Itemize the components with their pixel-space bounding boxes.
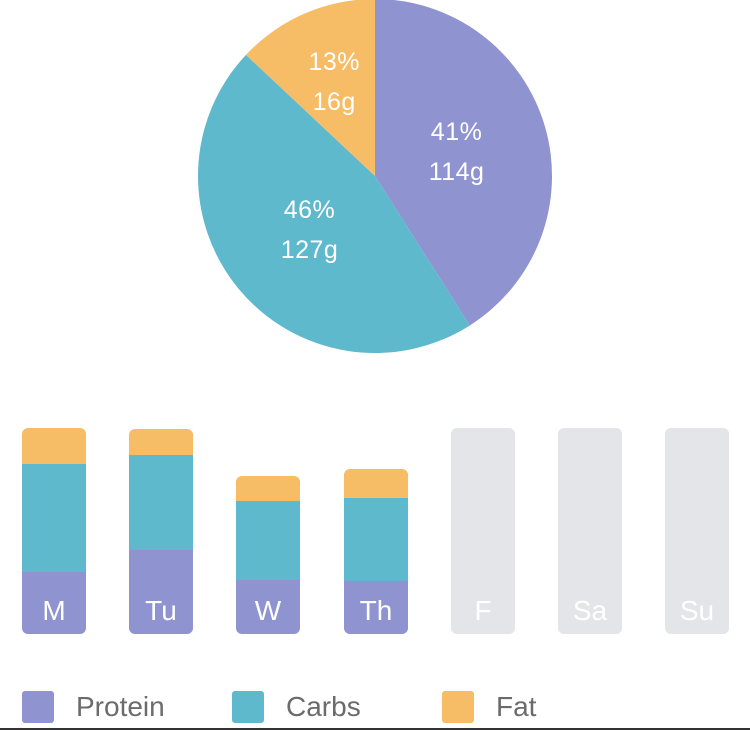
bar-segment-protein (236, 580, 300, 634)
day-bar-sa[interactable]: Sa (558, 428, 622, 634)
bar-day-label: W (254, 595, 282, 626)
bar-segment-protein (129, 550, 193, 634)
legend-swatch-protein (22, 691, 54, 723)
legend-item-protein: Protein (22, 691, 165, 723)
day-bar-tu[interactable]: Tu (129, 429, 193, 634)
pie-slice-fat (245, 0, 375, 176)
bar-day-label: Su (679, 595, 715, 626)
pie-label-percent: 13% (308, 47, 360, 76)
day-bar-th[interactable]: Th (344, 469, 408, 634)
pie-label-percent: 41% (430, 118, 483, 147)
bar-segment-fat (129, 429, 193, 455)
day-bar-w[interactable]: W (236, 476, 300, 634)
macro-pie-chart (198, 0, 552, 353)
legend-label-protein: Protein (76, 691, 165, 722)
bar-segment-fat (344, 469, 408, 498)
day-bar-f[interactable]: F (451, 428, 515, 634)
pie-slice-protein (375, 0, 552, 326)
pie-slice-carbs (198, 54, 470, 353)
day-bar-su[interactable]: Su (665, 428, 729, 634)
bar-segment-protein (22, 572, 86, 634)
bar-day-label: Th (359, 595, 393, 626)
bar-segment-fat (236, 476, 300, 501)
pie-label-grams: 127g (280, 236, 339, 265)
pie-label-grams: 114g (428, 158, 485, 187)
legend-swatch-fat (442, 691, 474, 723)
bar-segment-carbs (22, 464, 86, 572)
bar-segment-carbs (344, 498, 408, 581)
bar-segment-carbs (236, 501, 300, 580)
day-bar-m[interactable]: M (22, 428, 86, 634)
bar-segment-fat (22, 428, 86, 464)
legend-label-carbs: Carbs (286, 691, 361, 722)
legend-swatch-carbs (232, 691, 264, 723)
bar-day-label: Sa (572, 595, 608, 626)
pie-label-protein: 41% 114g (397, 112, 517, 192)
pie-label-fat: 13% 16g (274, 42, 394, 122)
bar-day-label: Tu (145, 595, 177, 626)
bar-day-label: F (474, 595, 492, 626)
bar-day-label: M (42, 595, 66, 626)
bar-segment-carbs (129, 455, 193, 550)
legend-item-carbs: Carbs (232, 691, 361, 723)
bottom-divider (0, 728, 750, 730)
pie-label-carbs: 46% 127g (250, 190, 370, 270)
legend-item-fat: Fat (442, 691, 536, 723)
pie-label-grams: 16g (312, 87, 356, 116)
bar-segment-protein (344, 581, 408, 634)
pie-label-percent: 46% (283, 196, 336, 225)
legend-label-fat: Fat (496, 691, 537, 722)
